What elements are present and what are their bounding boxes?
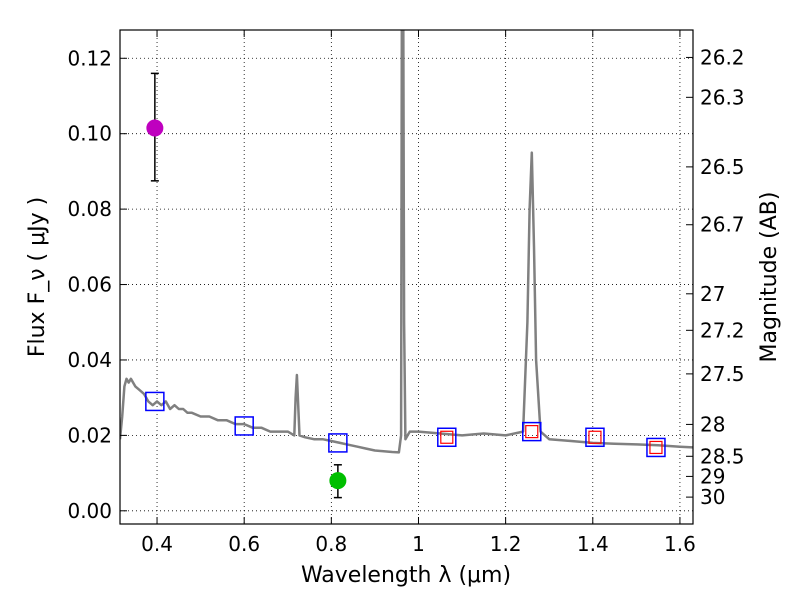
plot-background <box>120 30 693 524</box>
green-point <box>329 472 347 490</box>
observed-photometry-square <box>646 437 666 458</box>
ticks: 0.4 0.6 0.8 1 1.2 1.4 1.6 0.00 0.02 0.04 0.06 0.08 0… <box>67 30 745 556</box>
x-tick-label: 1.6 <box>664 532 696 556</box>
right-tick-label: 27.5 <box>700 362 745 386</box>
right-tick-label: 26.2 <box>700 45 745 69</box>
magenta-point <box>146 119 164 137</box>
right-axis-label: Magnitude (AB) <box>757 192 782 363</box>
x-tick-label: 1.2 <box>490 532 522 556</box>
x-tick-label: 1.4 <box>577 532 609 556</box>
observed-photometry-square <box>234 416 254 436</box>
right-tick-label: 30 <box>700 485 725 509</box>
y-tick-label: 0.12 <box>67 46 112 70</box>
model-photometry-square <box>440 430 454 444</box>
right-tick-label: 26.3 <box>700 85 745 109</box>
right-tick-label: 28.5 <box>700 444 745 468</box>
observed-photometry-square <box>522 421 542 442</box>
y-tick-label: 0.10 <box>67 122 112 146</box>
marker-layer <box>145 72 666 499</box>
y-tick-label: 0.02 <box>67 423 112 447</box>
y-tick-label: 0.06 <box>67 273 112 297</box>
observed-photometry-square <box>437 427 457 448</box>
x-tick-label: 0.4 <box>141 532 173 556</box>
x-tick-label: 0.6 <box>228 532 260 556</box>
x-axis-label: Wavelength λ (μm) <box>301 563 511 588</box>
plot-frame <box>119 29 694 525</box>
model-photometry-square <box>525 425 539 439</box>
right-tick-label: 28 <box>700 412 725 436</box>
right-tick-label: 29 <box>700 464 725 488</box>
model-photometry-square <box>588 430 602 444</box>
right-tick-label: 26.5 <box>700 155 745 179</box>
observed-photometry-square <box>585 427 605 448</box>
right-tick-label: 27.2 <box>700 318 745 342</box>
model-photometry-square <box>649 440 663 455</box>
observed-photometry-square <box>328 433 348 453</box>
y-axis-label: Flux F_ν ( μJy ) <box>25 197 50 357</box>
right-tick-label: 26.7 <box>700 213 745 237</box>
x-tick-label: 1 <box>412 532 425 556</box>
y-tick-label: 0.00 <box>67 499 112 523</box>
observed-photometry-square <box>145 391 165 412</box>
x-tick-label: 0.8 <box>315 532 347 556</box>
right-tick-label: 27 <box>700 282 725 306</box>
y-tick-label: 0.04 <box>67 348 112 372</box>
y-tick-label: 0.08 <box>67 197 112 221</box>
